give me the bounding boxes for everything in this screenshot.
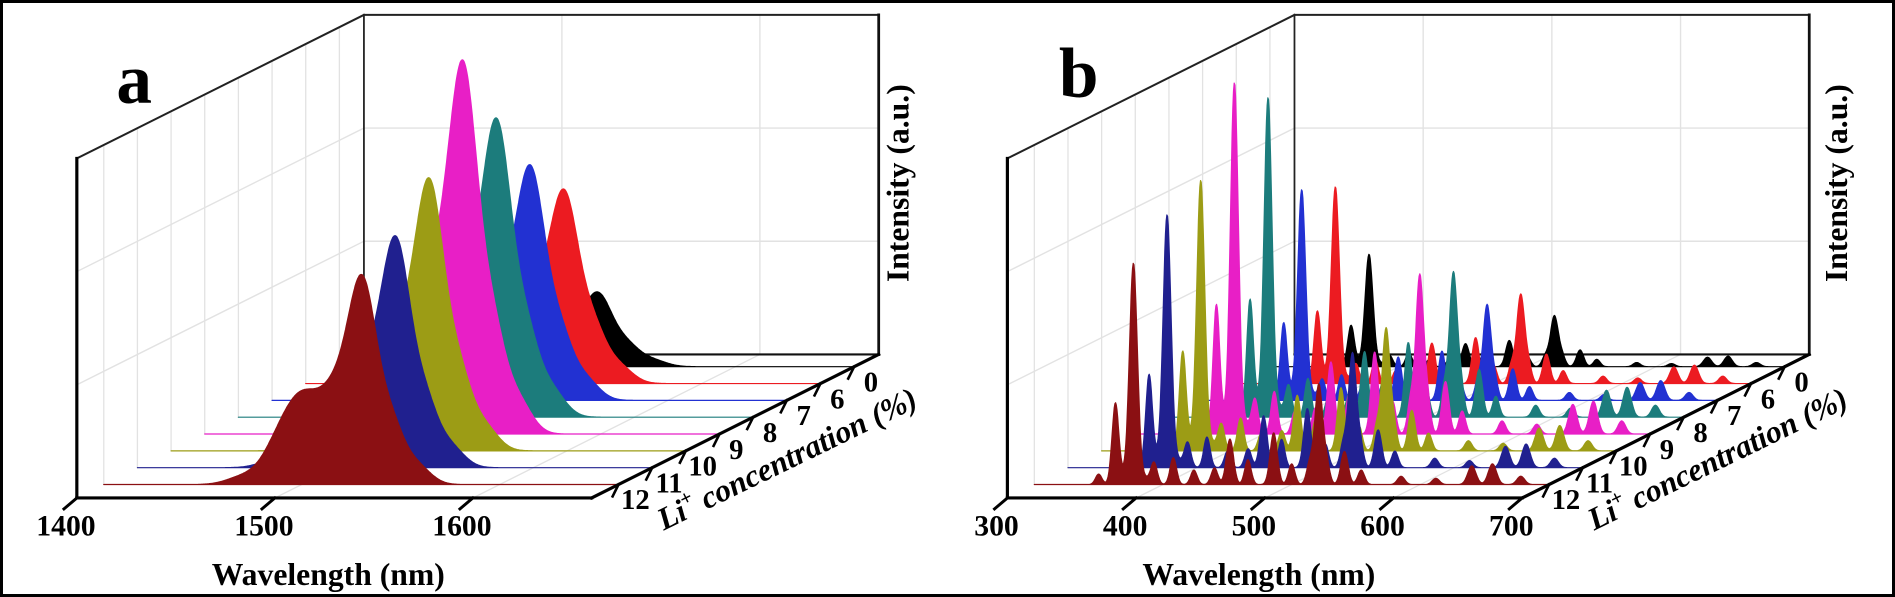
x-tick-label: 300 [974,511,1019,543]
spectrum-series-11-percent [136,235,653,469]
z-tick-label: 11 [655,467,682,499]
z-tick-label: 7 [1727,400,1741,432]
x-tick-mark [1249,495,1267,511]
spectrum-series-10-percent [170,177,687,452]
z-tick-label: 7 [796,400,810,432]
z-tick-label: 6 [830,383,844,415]
concentration-depth-axis [1520,352,1812,501]
spectrum-series-12-percent [103,273,620,486]
z-tick-mark [678,449,688,465]
left-wall-intensity-gridline [1006,127,1296,273]
z-tick-mark [1676,415,1686,431]
panel-a-x-axis-title: Wavelength (nm) [212,557,445,592]
x-tick-label: 700 [1489,511,1534,543]
x-tick-mark [61,495,79,511]
panel-a-letter: a [116,40,152,119]
z-tick-label: 8 [763,417,777,449]
z-tick-mark [1608,449,1619,465]
z-tick-mark [1575,465,1585,482]
x-tick-mark [1378,495,1396,511]
panel-b-x-axis-title: Wavelength (nm) [1142,557,1375,592]
panel-b-letter: b [1059,34,1099,113]
x-tick-mark [457,495,475,511]
x-tick-mark [992,495,1010,511]
z-tick-mark [610,482,621,499]
panel-b-intensity-axis-title: Intensity (a.u.) [1819,84,1854,282]
x-tick-label: 400 [1103,511,1148,543]
z-tick-mark [1709,398,1720,414]
z-tick-mark [745,415,755,431]
spectra-series [1033,82,1786,486]
panel-a-intensity-axis-title: Intensity (a.u.) [880,84,915,282]
z-tick-mark [644,465,654,482]
x-tick-label: 500 [1232,511,1277,543]
z-tick-label: 12 [621,484,650,516]
z-tick-mark [711,432,722,448]
z-tick-label: 12 [1552,484,1581,516]
concentration-depth-axis [589,352,881,501]
left-wall-top-edge [75,13,366,160]
plot-box-edges [1006,13,1811,356]
left-wall-intensity-gridline [75,240,365,386]
x-tick-mark [1507,495,1525,511]
left-wall-intensity-gridline [75,127,365,273]
z-tick-mark [779,398,789,414]
spectra-series [103,59,855,486]
z-tick-mark [812,381,823,398]
x-tick-label: 1400 [36,511,95,543]
z-tick-mark [1743,381,1753,398]
x-tick-label: 600 [1360,511,1405,543]
left-wall-top-edge [1006,13,1296,160]
z-tick-label: 11 [1586,467,1613,499]
z-tick-label: 9 [729,434,743,466]
x-tick-mark [1121,495,1139,511]
x-tick-label: 1600 [432,511,491,543]
z-tick-mark [846,364,856,381]
z-tick-label: 6 [1761,383,1775,415]
z-tick-mark [1642,432,1652,448]
z-tick-label: 0 [1794,366,1808,398]
z-tick-label: 10 [1619,451,1648,483]
floor-wavelength-gridline [471,353,761,499]
x-tick-mark [259,495,277,511]
z-tick-label: 8 [1693,417,1707,449]
z-tick-mark [1777,364,1787,381]
z-tick-label: 0 [864,366,878,398]
z-tick-mark [1541,482,1551,499]
x-tick-label: 1500 [234,511,293,543]
z-tick-label: 9 [1660,434,1674,466]
spectrum-series-12-percent [1033,262,1550,486]
z-tick-label: 10 [688,451,717,483]
left-wall-intensity-gridline [1006,240,1296,386]
